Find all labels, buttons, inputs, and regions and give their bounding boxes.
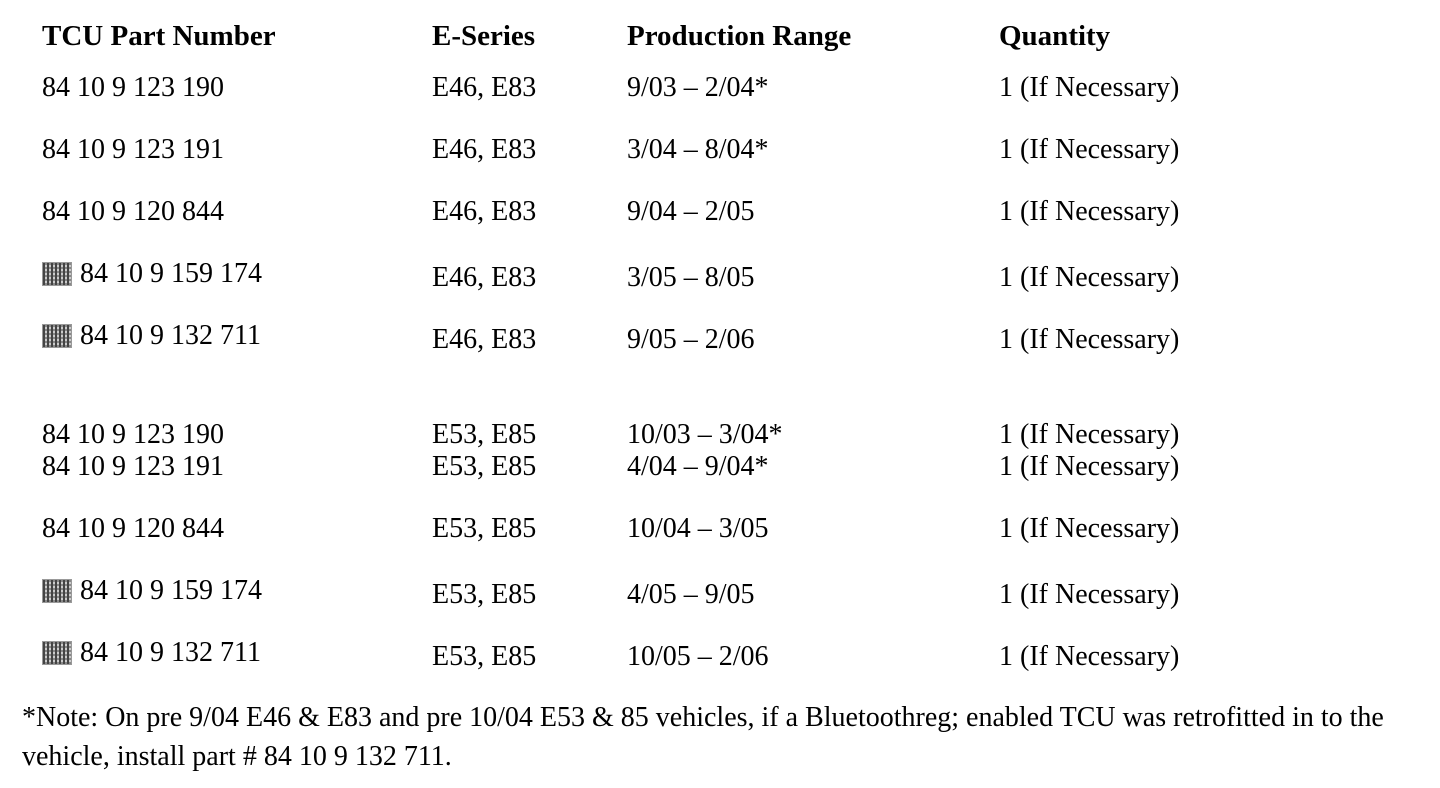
change-marker-icon: [42, 579, 72, 603]
e-series: E53, E85: [432, 641, 537, 672]
quantity: 1 (If Necessary): [999, 641, 1180, 672]
table-header-row: TCU Part Number E-Series Production Rang…: [42, 14, 1420, 72]
production-range: 9/03 – 2/04*: [627, 72, 769, 103]
production-range: 4/04 – 9/04*: [627, 451, 769, 482]
part-number: 84 10 9 123 190: [42, 419, 224, 450]
production-range: 10/03 – 3/04*: [627, 419, 783, 450]
quantity: 1 (If Necessary): [999, 451, 1180, 482]
part-number: 84 10 9 159 174: [80, 258, 262, 289]
part-number: 84 10 9 123 191: [42, 134, 224, 165]
quantity: 1 (If Necessary): [999, 579, 1180, 610]
production-range: 4/05 – 9/05: [627, 579, 755, 610]
quantity: 1 (If Necessary): [999, 324, 1180, 355]
part-number: 84 10 9 159 174: [80, 575, 262, 606]
e-series: E46, E83: [432, 324, 537, 355]
header-tcu-part-number: TCU Part Number: [42, 20, 276, 52]
production-range: 3/04 – 8/04*: [627, 134, 769, 165]
header-production-range: Production Range: [627, 20, 852, 52]
table-row: 84 10 9 120 844 E46, E83 9/04 – 2/05 1 (…: [42, 196, 1420, 258]
production-range: 3/05 – 8/05: [627, 262, 755, 293]
e-series: E53, E85: [432, 451, 537, 482]
quantity: 1 (If Necessary): [999, 72, 1180, 103]
part-number: 84 10 9 120 844: [42, 513, 224, 544]
part-number: 84 10 9 123 190: [42, 72, 224, 103]
e-series: E46, E83: [432, 262, 537, 293]
table-body: 84 10 9 123 190 E46, E83 9/03 – 2/04* 1 …: [42, 72, 1420, 699]
e-series: E46, E83: [432, 72, 537, 103]
quantity: 1 (If Necessary): [999, 419, 1180, 450]
table-row: 84 10 9 132 711 E46, E83 9/05 – 2/06 1 (…: [42, 320, 1420, 382]
change-marker-icon: [42, 641, 72, 665]
table-row: 84 10 9 123 191 E53, E85 4/04 – 9/04* 1 …: [42, 451, 1420, 513]
footnote: *Note: On pre 9/04 E46 & E83 and pre 10/…: [22, 702, 1384, 772]
quantity: 1 (If Necessary): [999, 513, 1180, 544]
part-number: 84 10 9 120 844: [42, 196, 224, 227]
part-number: 84 10 9 123 191: [42, 451, 224, 482]
change-marker-icon: [42, 262, 72, 286]
table-row: 84 10 9 120 844 E53, E85 10/04 – 3/05 1 …: [42, 513, 1420, 575]
table-row: 84 10 9 159 174 E46, E83 3/05 – 8/05 1 (…: [42, 258, 1420, 320]
table-row: 84 10 9 123 190 E53, E85 10/03 – 3/04* 1…: [42, 382, 1420, 451]
part-number: 84 10 9 132 711: [80, 320, 261, 351]
change-marker-icon: [42, 324, 72, 348]
table-row: 84 10 9 159 174 E53, E85 4/05 – 9/05 1 (…: [42, 575, 1420, 637]
part-number: 84 10 9 132 711: [80, 637, 261, 668]
production-range: 9/05 – 2/06: [627, 324, 755, 355]
table-row: 84 10 9 123 191 E46, E83 3/04 – 8/04* 1 …: [42, 134, 1420, 196]
production-range: 10/05 – 2/06: [627, 641, 769, 672]
header-e-series: E-Series: [432, 20, 536, 52]
e-series: E46, E83: [432, 134, 537, 165]
quantity: 1 (If Necessary): [999, 134, 1180, 165]
e-series: E53, E85: [432, 513, 537, 544]
quantity: 1 (If Necessary): [999, 262, 1180, 293]
e-series: E53, E85: [432, 579, 537, 610]
e-series: E46, E83: [432, 196, 537, 227]
table-row: 84 10 9 123 190 E46, E83 9/03 – 2/04* 1 …: [42, 72, 1420, 134]
header-quantity: Quantity: [999, 20, 1111, 52]
quantity: 1 (If Necessary): [999, 196, 1180, 227]
table-row: 84 10 9 132 711 E53, E85 10/05 – 2/06 1 …: [42, 637, 1420, 699]
production-range: 10/04 – 3/05: [627, 513, 769, 544]
e-series: E53, E85: [432, 419, 537, 450]
production-range: 9/04 – 2/05: [627, 196, 755, 227]
